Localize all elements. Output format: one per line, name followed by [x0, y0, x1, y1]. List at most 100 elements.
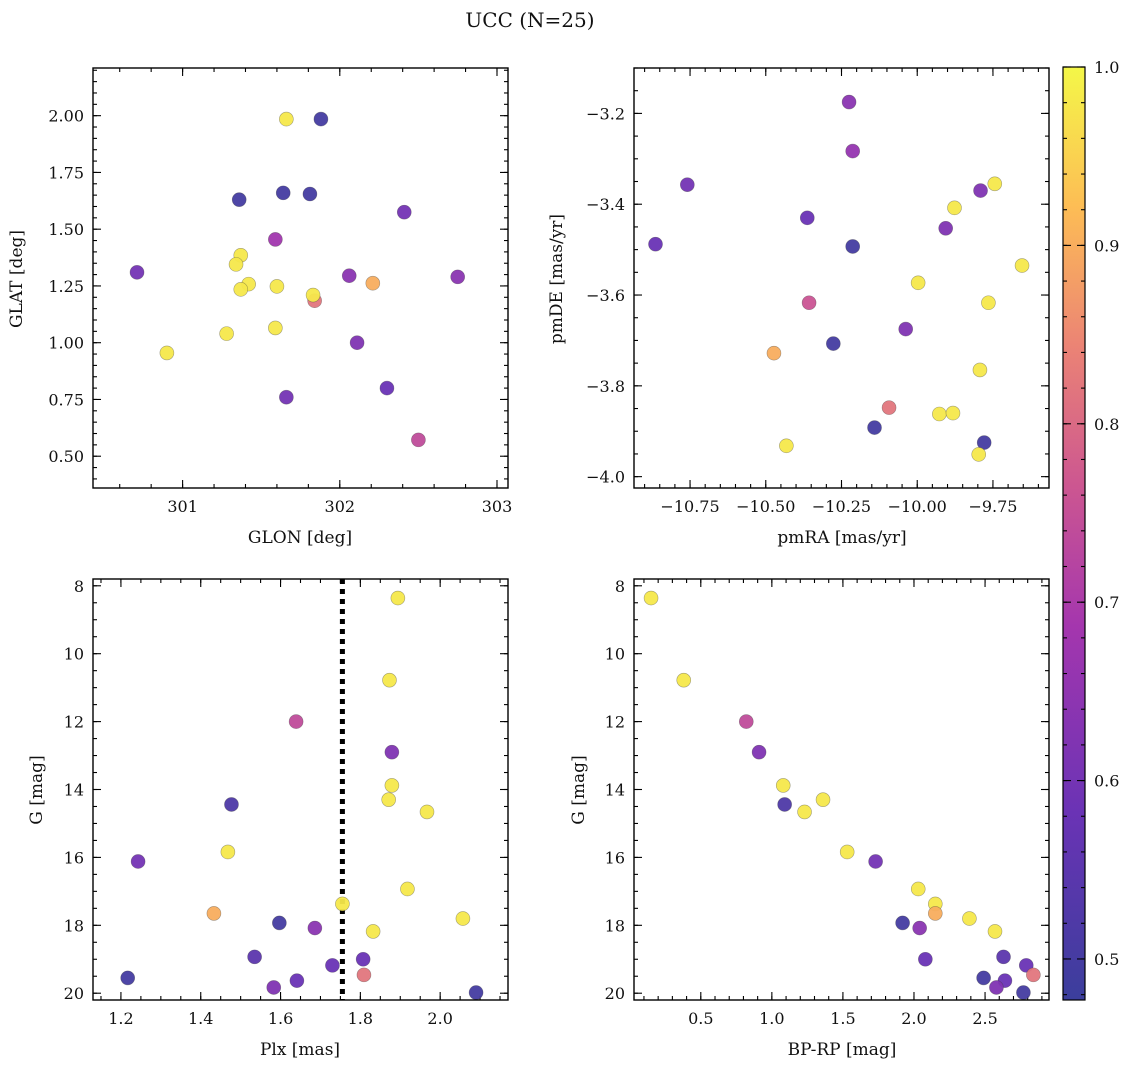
y-tick-label: 14 [64, 781, 84, 800]
x-tick-label: 1.0 [759, 1009, 784, 1028]
panel-plx-g-points [120, 590, 484, 1000]
scatter-point [841, 94, 857, 110]
scatter-point [910, 275, 926, 291]
scatter-point [224, 797, 239, 812]
scatter-point [455, 911, 471, 926]
y-tick-label: 18 [605, 916, 625, 935]
colorbar-tick-label: 0.9 [1094, 236, 1119, 255]
y-tick-label: 20 [64, 984, 84, 1003]
scatter-point [266, 980, 282, 995]
scatter-point [356, 967, 372, 983]
scatter-point [1014, 258, 1030, 273]
scatter-point [845, 239, 861, 254]
panel-bprp-g-ticks: 0.5 1.0 1.5 2.0 2.5 8 10 12 14 16 18 20 [605, 577, 1049, 1028]
panel-pmra-pmde-plot: −10.75 −10.50 −10.25 −10.00 −9.75 −4.0 −3.8 −3.… [586, 67, 1050, 516]
scatter-point [365, 924, 381, 939]
panel-glon-glat-plot: 301 302 303 0.50 0.75 1.00 1.25 1.50 1.75 2.00 [48, 67, 513, 516]
scatter-point [269, 279, 285, 294]
scatter-point [815, 792, 831, 807]
x-tick-label: −10.00 [888, 497, 947, 516]
scatter-point [288, 714, 304, 729]
scatter-point [325, 958, 340, 973]
scatter-point [400, 881, 415, 897]
y-tick-label: −4.0 [586, 468, 625, 487]
scatter-point [268, 232, 283, 247]
scatter-point [987, 924, 1003, 939]
x-tick-label: 2.0 [901, 1009, 926, 1028]
y-tick-label: 1.00 [48, 334, 84, 353]
scatter-point [120, 970, 136, 986]
scatter-point [962, 911, 977, 926]
scatter-point [268, 320, 283, 336]
x-tick-label: −10.50 [736, 497, 795, 516]
x-tick-label: −10.25 [812, 497, 871, 516]
scatter-point [396, 204, 412, 220]
scatter-point [775, 778, 791, 793]
x-tick-label: 1.5 [830, 1009, 855, 1028]
scatter-point [989, 980, 1004, 995]
scatter-point [799, 210, 815, 226]
panel-pmra-pmde-ylabel: pmDE [mas/yr] [547, 214, 567, 344]
scatter-point [307, 920, 323, 936]
panel-plx-g-plot: 1.2 1.4 1.6 1.8 2.0 8 10 12 14 16 18 20 [64, 577, 509, 1028]
y-tick-label: 10 [64, 645, 84, 664]
scatter-point [898, 321, 914, 337]
y-tick-label: 10 [605, 645, 625, 664]
panel-pmra-pmde-xlabel: pmRA [mas/yr] [777, 528, 906, 548]
y-tick-label: −3.4 [586, 195, 625, 214]
colorbar-tick-label: 0.6 [1094, 772, 1119, 791]
scatter-point [341, 268, 357, 284]
scatter-point [987, 176, 1003, 192]
panel-bprp-g-xlabel: BP-RP [mag] [788, 1040, 897, 1060]
panel-bprp-g-points [643, 590, 1041, 1000]
scatter-point [219, 326, 234, 341]
scatter-point [313, 111, 329, 127]
scatter-point [676, 672, 692, 688]
scatter-point [130, 854, 146, 869]
scatter-point [777, 797, 792, 812]
x-tick-label: 1.6 [268, 1009, 293, 1028]
scatter-point [751, 744, 767, 760]
colorbar-ticks: 0.5 0.6 0.7 0.8 0.9 1.0 [1063, 58, 1119, 996]
panel-glon-glat-points [129, 111, 465, 448]
panel-bprp-g-plot: 0.5 1.0 1.5 2.0 2.5 8 10 12 14 16 18 20 [605, 577, 1050, 1028]
colorbar-tick-label: 0.7 [1094, 593, 1119, 612]
scatter-point [932, 406, 947, 422]
scatter-point [379, 380, 395, 396]
y-tick-label: −3.8 [586, 377, 625, 396]
scatter-point [305, 287, 321, 303]
y-tick-label: 12 [605, 713, 625, 732]
x-tick-label: 2.5 [972, 1009, 997, 1028]
scatter-point [129, 265, 145, 280]
y-tick-label: −3.6 [586, 286, 625, 305]
panel-plx-g-xlabel: Plx [mas] [260, 1040, 340, 1060]
x-tick-label: 301 [167, 497, 198, 516]
scatter-point [981, 295, 996, 311]
x-tick-label: 0.5 [688, 1009, 713, 1028]
scatter-point [335, 896, 350, 912]
panel-glon-glat-frame [92, 67, 509, 489]
x-tick-label: −9.75 [968, 497, 1017, 516]
y-tick-label: 0.75 [48, 390, 84, 409]
panel-pmra-pmde-frame [633, 67, 1050, 489]
x-tick-label: 2.0 [427, 1009, 452, 1028]
y-tick-label: 12 [64, 713, 84, 732]
scatter-point [411, 432, 426, 448]
scatter-point [945, 405, 961, 421]
scatter-point [450, 269, 465, 285]
colorbar-tick-label: 0.5 [1094, 950, 1119, 969]
scatter-point [779, 438, 794, 454]
y-tick-label: 16 [64, 848, 84, 867]
scatter-point [868, 854, 883, 869]
y-tick-label: 0.50 [48, 447, 84, 466]
scatter-point [648, 236, 663, 252]
y-tick-label: 16 [605, 848, 625, 867]
x-tick-label: 303 [482, 497, 513, 516]
figure-suptitle: UCC (N=25) [465, 8, 594, 32]
scatter-point [468, 985, 484, 1000]
scatter-point [867, 420, 882, 435]
y-tick-label: 1.75 [48, 163, 84, 182]
scatter-point [355, 951, 371, 967]
scatter-point [382, 672, 397, 688]
panel-glon-glat-ylabel: GLAT [deg] [7, 230, 27, 328]
